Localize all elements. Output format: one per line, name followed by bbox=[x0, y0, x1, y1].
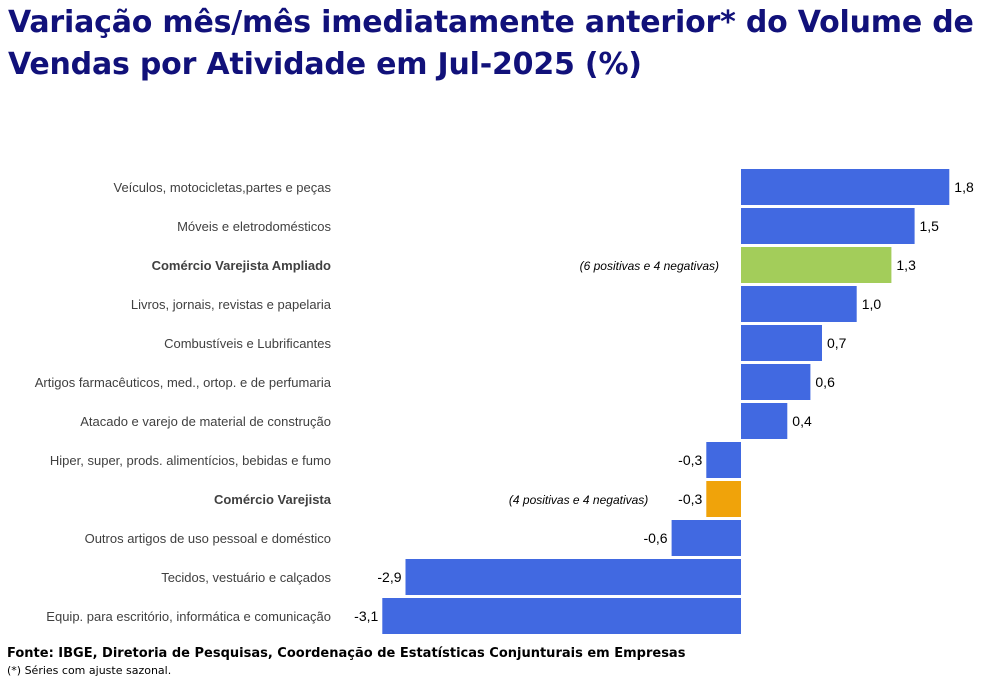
category-label-moveis-e-eletrodomesticos: Móveis e eletrodomésticos bbox=[177, 219, 331, 234]
bar-moveis-e-eletrodomesticos bbox=[741, 208, 915, 244]
category-label-veiculos-motocicletas-partes-e-pecas: Veículos, motocicletas,partes e peças bbox=[113, 180, 331, 195]
value-label-combustiveis-e-lubrificantes: 0,7 bbox=[827, 335, 847, 351]
value-label-livros-jornais-revistas-e-papelaria: 1,0 bbox=[862, 296, 882, 312]
chart-title: Variação mês/mês imediatamente anterior*… bbox=[8, 5, 974, 82]
value-label-veiculos-motocicletas-partes-e-pecas: 1,8 bbox=[954, 179, 974, 195]
chart-source: Fonte: IBGE, Diretoria de Pesquisas, Coo… bbox=[7, 646, 686, 661]
category-label-artigos-farmaceuticos-med-ortop-e-de-perfumaria: Artigos farmacêuticos, med., ortop. e de… bbox=[35, 375, 332, 390]
category-label-livros-jornais-revistas-e-papelaria: Livros, jornais, revistas e papelaria bbox=[131, 297, 332, 312]
category-label-combustiveis-e-lubrificantes: Combustíveis e Lubrificantes bbox=[164, 336, 331, 351]
bar-livros-jornais-revistas-e-papelaria bbox=[741, 286, 857, 322]
annotation-comercio-varejista-ampliado: (6 positivas e 4 negativas) bbox=[580, 259, 719, 273]
category-label-outros-artigos-de-uso-pessoal-e-domestico: Outros artigos de uso pessoal e doméstic… bbox=[85, 531, 331, 546]
bar-combustiveis-e-lubrificantes bbox=[741, 325, 822, 361]
category-label-comercio-varejista: Comércio Varejista bbox=[214, 492, 332, 507]
bar-atacado-e-varejo-de-material-de-construcao bbox=[741, 403, 788, 439]
value-label-hiper-super-prods-alimenticios-bebidas-e-fumo: -0,3 bbox=[678, 452, 702, 468]
category-label-atacado-e-varejo-de-material-de-construcao: Atacado e varejo de material de construç… bbox=[80, 414, 331, 429]
annotation-comercio-varejista: (4 positivas e 4 negativas) bbox=[509, 493, 648, 507]
category-label-equip-para-escritorio-informatica-e-comunicacao: Equip. para escritório, informática e co… bbox=[46, 609, 331, 624]
bar-hiper-super-prods-alimenticios-bebidas-e-fumo bbox=[706, 442, 741, 478]
value-label-comercio-varejista-ampliado: 1,3 bbox=[896, 257, 916, 273]
value-label-moveis-e-eletrodomesticos: 1,5 bbox=[920, 218, 940, 234]
value-label-equip-para-escritorio-informatica-e-comunicacao: -3,1 bbox=[354, 608, 378, 624]
value-label-comercio-varejista: -0,3 bbox=[678, 491, 702, 507]
category-label-hiper-super-prods-alimenticios-bebidas-e-fumo: Hiper, super, prods. alimentícios, bebid… bbox=[50, 453, 331, 468]
value-label-outros-artigos-de-uso-pessoal-e-domestico: -0,6 bbox=[643, 530, 667, 546]
bar-artigos-farmaceuticos-med-ortop-e-de-perfumaria bbox=[741, 364, 811, 400]
value-label-artigos-farmaceuticos-med-ortop-e-de-perfumaria: 0,6 bbox=[815, 374, 835, 390]
category-label-tecidos-vestuario-e-calcados: Tecidos, vestuário e calçados bbox=[161, 570, 331, 585]
bar-tecidos-vestuario-e-calcados bbox=[405, 559, 741, 595]
category-label-comercio-varejista-ampliado: Comércio Varejista Ampliado bbox=[152, 258, 331, 273]
bar-veiculos-motocicletas-partes-e-pecas bbox=[741, 169, 950, 205]
bar-comercio-varejista-ampliado bbox=[741, 247, 892, 283]
bar-outros-artigos-de-uso-pessoal-e-domestico bbox=[671, 520, 741, 556]
value-label-atacado-e-varejo-de-material-de-construcao: 0,4 bbox=[792, 413, 812, 429]
bar-equip-para-escritorio-informatica-e-comunicacao bbox=[382, 598, 741, 634]
value-label-tecidos-vestuario-e-calcados: -2,9 bbox=[377, 569, 401, 585]
bar-comercio-varejista bbox=[706, 481, 741, 517]
chart-footnote: (*) Séries com ajuste sazonal. bbox=[7, 664, 172, 677]
